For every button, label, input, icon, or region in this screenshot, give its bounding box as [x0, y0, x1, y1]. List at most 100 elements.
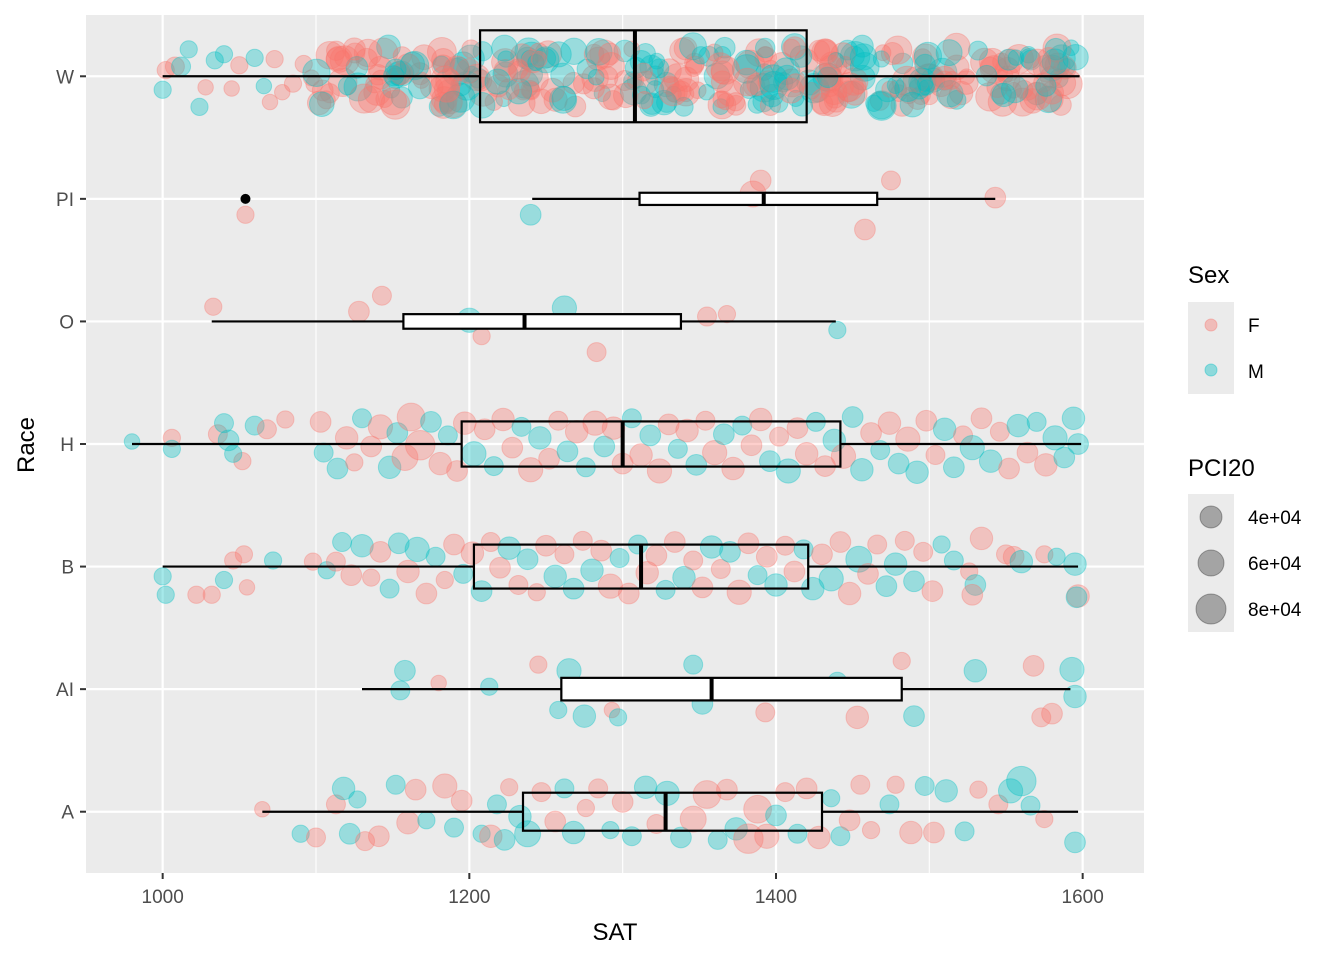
data-point [787, 823, 808, 844]
data-point [444, 817, 464, 838]
data-point [783, 36, 806, 59]
data-point [769, 426, 790, 447]
data-point [431, 47, 456, 73]
data-point [589, 39, 619, 69]
data-point [942, 456, 965, 479]
data-point [433, 93, 455, 115]
data-point [811, 92, 834, 115]
data-point [1035, 545, 1054, 564]
data-point [698, 45, 720, 67]
data-point [337, 76, 357, 96]
data-point [913, 541, 934, 562]
data-point [813, 39, 838, 65]
data-point [895, 426, 921, 452]
data-point [921, 580, 944, 602]
data-point [367, 414, 394, 440]
data-point [914, 53, 936, 76]
data-point [754, 37, 776, 59]
data-point [387, 532, 410, 555]
data-point [230, 56, 249, 75]
data-point [355, 831, 376, 852]
y-axis-title: Race [13, 417, 40, 473]
data-point [1037, 47, 1060, 70]
data-point [867, 91, 896, 120]
data-point [740, 434, 763, 457]
data-point [313, 442, 334, 463]
data-point [543, 564, 567, 589]
data-point [918, 79, 935, 96]
data-point [376, 34, 401, 60]
data-point [1048, 68, 1069, 89]
data-point [834, 72, 865, 102]
data-point [777, 77, 804, 104]
data-point [597, 573, 624, 599]
data-point [936, 79, 964, 108]
data-point [673, 36, 698, 61]
data-point [554, 778, 575, 799]
data-point [1034, 85, 1063, 114]
data-point [795, 777, 818, 800]
data-point [505, 77, 533, 105]
data-point [384, 58, 407, 81]
x-tick-label: 1000 [142, 887, 184, 908]
data-point [497, 50, 515, 68]
data-point [987, 87, 1018, 117]
data-point [343, 72, 373, 102]
data-point [1042, 33, 1072, 63]
data-point [1022, 81, 1052, 111]
data-point [783, 560, 806, 583]
data-point [869, 90, 890, 111]
data-point [808, 39, 831, 62]
data-point [675, 418, 699, 443]
data-point [521, 81, 541, 101]
data-point [415, 582, 438, 605]
data-point [886, 775, 905, 794]
data-point [820, 78, 848, 106]
data-point [679, 805, 707, 833]
data-point [1020, 795, 1041, 816]
data-point [923, 821, 945, 844]
data-point [603, 701, 621, 719]
data-point [461, 39, 481, 59]
data-point [390, 86, 413, 109]
legend-label-m: M [1248, 362, 1264, 383]
data-point [673, 96, 694, 117]
data-point [621, 408, 642, 429]
data-point [925, 445, 946, 466]
data-point [849, 51, 880, 82]
data-point [635, 90, 654, 110]
data-point [739, 80, 759, 100]
data-point [520, 64, 549, 93]
data-point [452, 411, 477, 435]
data-point [959, 435, 985, 461]
data-point [510, 70, 540, 99]
box-iqr [521, 791, 824, 832]
data-point [501, 436, 524, 459]
data-point [529, 655, 548, 674]
data-point [562, 71, 585, 95]
data-point [396, 559, 420, 584]
data-point [283, 74, 303, 93]
data-point [576, 58, 598, 80]
data-point [644, 65, 666, 86]
data-point [888, 79, 907, 99]
data-point [515, 46, 540, 71]
data-point [830, 42, 856, 68]
data-point [934, 70, 955, 91]
data-point [389, 62, 413, 86]
data-point [948, 80, 974, 106]
data-point [332, 532, 353, 553]
data-point [932, 65, 957, 91]
data-point [691, 46, 711, 65]
data-point [327, 67, 358, 98]
data-point [673, 66, 700, 93]
data-point [535, 47, 557, 69]
data-point [813, 38, 838, 62]
data-point [1019, 88, 1046, 114]
data-point [1009, 549, 1034, 574]
data-point [187, 585, 206, 604]
data-point [315, 40, 345, 70]
data-point [439, 90, 468, 120]
legend-pci-key-1 [1199, 505, 1223, 529]
data-point [584, 38, 613, 66]
